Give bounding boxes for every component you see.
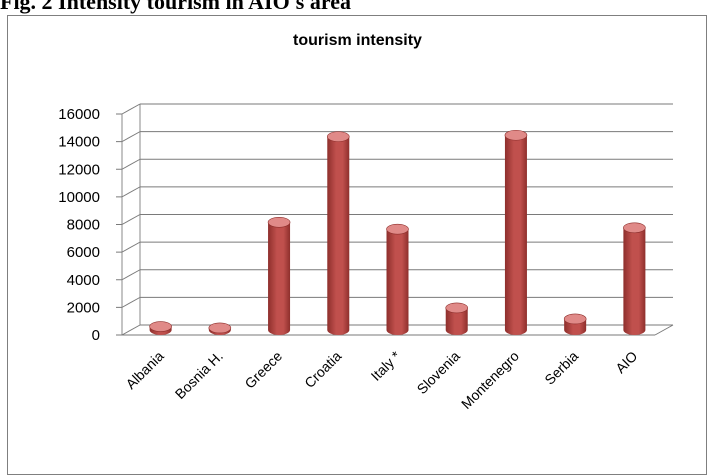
chart-frame xyxy=(7,15,707,475)
gridline-side xyxy=(121,269,141,281)
bar-top xyxy=(445,302,469,314)
bar-body xyxy=(445,307,468,335)
bar xyxy=(386,223,409,335)
gridline-side xyxy=(121,158,141,170)
gridline-side xyxy=(121,131,141,143)
bar xyxy=(149,321,172,335)
bar xyxy=(208,322,232,335)
bar xyxy=(326,131,350,335)
chart-title: tourism intensity xyxy=(293,32,422,49)
bar-top xyxy=(386,223,409,235)
bar-top xyxy=(504,129,528,141)
bar xyxy=(504,129,528,335)
category-label: Serbia xyxy=(541,348,581,388)
bars xyxy=(149,129,646,335)
gridline-side xyxy=(121,186,141,198)
bar-body xyxy=(386,229,409,335)
y-tick-label: 14000 xyxy=(58,134,100,151)
y-tick-label: 8000 xyxy=(67,217,100,234)
y-tick-labels: 0 2000 4000 6000 8000 10000 12000 14000 16000 xyxy=(58,106,100,344)
category-label: Albania xyxy=(122,348,166,392)
figure-caption: Fig. 2 Intensity tourism in AIO's area xyxy=(0,0,352,14)
bar-top xyxy=(149,321,172,332)
bar-body xyxy=(268,222,291,335)
y-tick-label: 0 xyxy=(92,327,100,344)
y-tick-label: 12000 xyxy=(58,161,100,178)
bar-body xyxy=(504,135,527,335)
category-label: Croatia xyxy=(301,348,344,391)
category-label: Greece xyxy=(241,348,285,392)
category-label: Montenegro xyxy=(458,348,522,412)
bar xyxy=(563,313,587,335)
category-label: Slovenia xyxy=(414,348,463,397)
gridline-side xyxy=(121,324,141,336)
bar-top xyxy=(267,216,291,228)
gridline-side xyxy=(121,103,141,115)
gridline-side xyxy=(121,296,141,308)
bar-body xyxy=(327,136,350,335)
category-labels: Albania Bosnia H. Greece Croatia Italy * Slov… xyxy=(122,347,640,412)
category-label: Bosnia H. xyxy=(172,348,226,402)
gridline-side xyxy=(121,214,141,225)
bar-top xyxy=(326,131,350,142)
bar xyxy=(267,216,291,335)
bar-top xyxy=(208,322,232,334)
bar-top xyxy=(563,313,587,325)
y-tick-label: 6000 xyxy=(67,244,100,261)
bar xyxy=(623,222,646,335)
bar xyxy=(445,302,469,335)
gridline-side xyxy=(121,241,141,253)
category-label: AIO xyxy=(612,348,640,376)
y-tick-label: 4000 xyxy=(67,272,100,289)
category-label: Italy * xyxy=(368,347,404,383)
bar-top xyxy=(623,222,646,234)
bar-body xyxy=(623,227,646,335)
floor-right-edge xyxy=(654,324,674,336)
tourism-bar-chart: 0 2000 4000 6000 8000 10000 12000 14000 16000 Al… xyxy=(58,103,674,412)
y-tick-label: 2000 xyxy=(67,299,100,316)
y-tick-label: 10000 xyxy=(58,189,100,206)
y-tick-label: 16000 xyxy=(58,106,100,123)
